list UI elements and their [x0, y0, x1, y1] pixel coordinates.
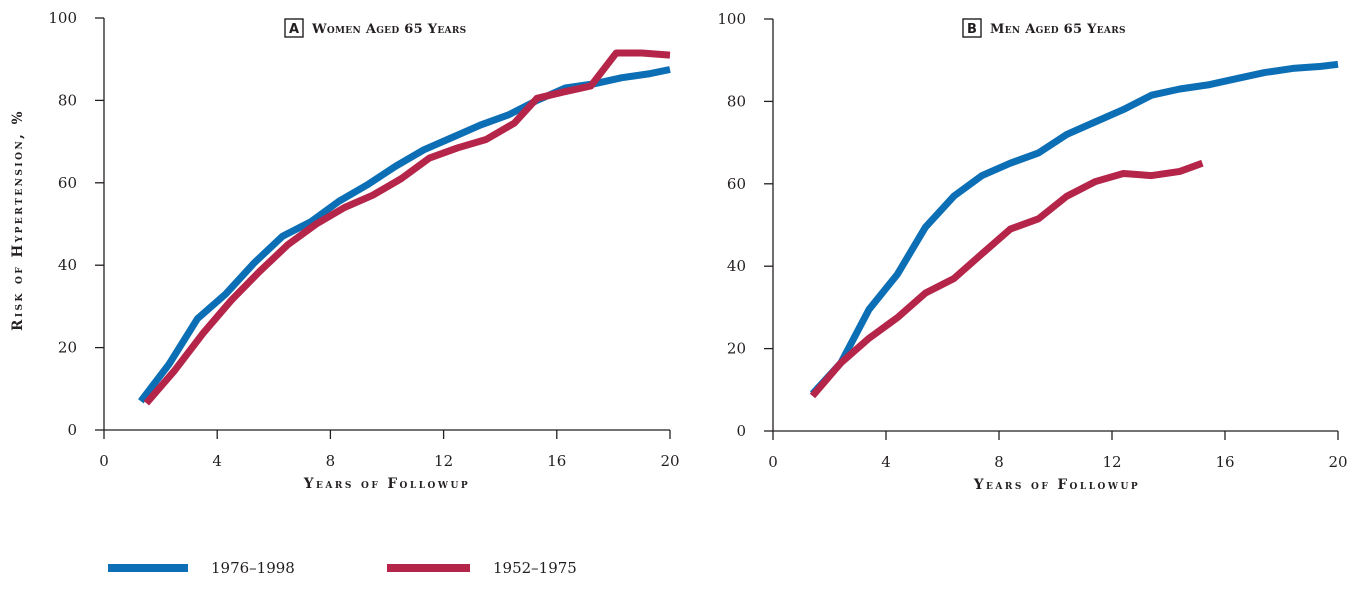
panel-a-x-tick-label: 16	[547, 452, 566, 470]
legend-label-1952-1975: 1952–1975	[493, 559, 577, 577]
panel-a: 0 20 40 60 80 100 0 4 8 12 16 20 A Women Aged 65 Ye…	[10, 9, 680, 492]
panel-b: 0 20 40 60 80 100 0 4 8 12 16 20 B Men Aged 65 Year…	[717, 10, 1347, 493]
panel-a-plot: 0 20 40 60 80 100 0 4 8 12 16 20	[48, 9, 679, 470]
panel-a-x-axis-title: Years of Followup	[303, 476, 470, 492]
panel-a-title: A Women Aged 65 Years	[284, 18, 466, 38]
panel-b-series-1976-1998	[809, 60, 1339, 397]
panel-a-x-tick-label: 4	[212, 452, 222, 470]
panel-a-x-tick-label: 12	[434, 452, 453, 470]
panel-b-letter-box	[962, 18, 982, 38]
panel-a-y-tick-label: 80	[58, 91, 77, 109]
panel-a-letter: A	[289, 22, 299, 37]
legend: 1976–1998 1952–1975	[108, 559, 577, 577]
panel-a-x-tick-label: 0	[99, 452, 109, 470]
panel-a-series-1976-1998	[138, 66, 671, 404]
legend-item-1952-1975: 1952–1975	[387, 559, 577, 577]
panel-b-y-tick-label: 40	[727, 257, 746, 275]
panel-a-x-tick-label: 20	[660, 452, 679, 470]
panel-a-series-1952-1975	[143, 49, 671, 406]
panel-a-y-tick-label: 40	[58, 256, 77, 274]
panel-a-y-tick-label: 0	[67, 421, 77, 439]
panel-b-x-tick-label: 16	[1215, 453, 1234, 471]
panel-a-y-axis-title: Risk of Hypertension, %	[10, 109, 26, 331]
panel-a-y-tick-label: 20	[58, 339, 77, 357]
panel-b-x-tick-label: 4	[881, 453, 891, 471]
panel-a-title-text: Women Aged 65 Years	[311, 22, 466, 37]
legend-item-1976-1998: 1976–1998	[108, 559, 295, 577]
panel-a-y-tick-label: 60	[58, 174, 77, 192]
panel-b-plot: 0 20 40 60 80 100 0 4 8 12 16 20	[717, 10, 1347, 471]
legend-label-1976-1998: 1976–1998	[211, 559, 295, 577]
panel-b-x-tick-label: 20	[1328, 453, 1347, 471]
panel-a-y-tick-label: 100	[48, 9, 77, 27]
panel-b-y-tick-label: 20	[727, 340, 746, 358]
panel-b-y-tick-label: 0	[736, 422, 746, 440]
panel-b-y-tick-label: 80	[727, 92, 746, 110]
panel-b-y-tick-label: 60	[727, 175, 746, 193]
panel-b-letter: B	[967, 22, 977, 37]
panel-b-title: B Men Aged 65 Years	[962, 18, 1126, 38]
panel-b-series-1952-1975	[809, 159, 1204, 399]
panel-b-x-axis-title: Years of Followup	[973, 477, 1140, 493]
panel-b-y-tick-label: 100	[717, 10, 746, 28]
panel-b-x-tick-label: 0	[768, 453, 778, 471]
panel-b-x-tick-label: 8	[994, 453, 1004, 471]
panel-b-title-text: Men Aged 65 Years	[990, 22, 1126, 37]
panel-a-x-tick-label: 8	[326, 452, 336, 470]
panel-a-letter-box	[284, 18, 304, 38]
panel-b-x-tick-label: 12	[1102, 453, 1121, 471]
